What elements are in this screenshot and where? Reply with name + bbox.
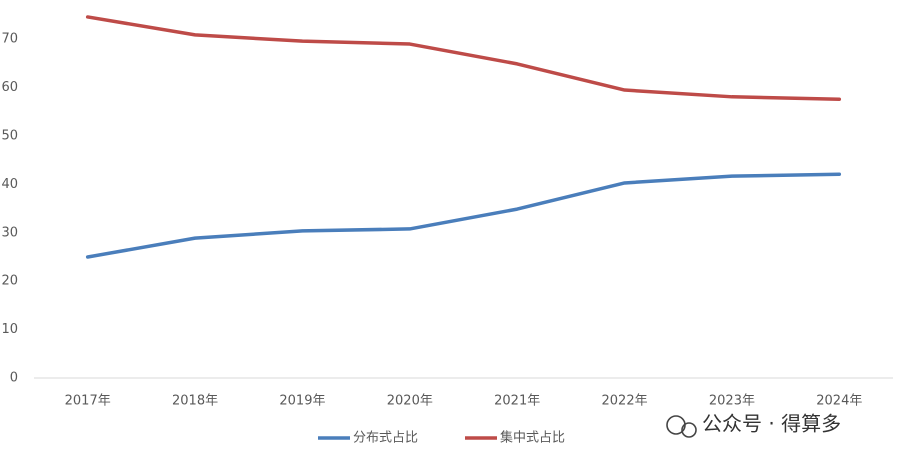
legend-label: 分布式占比: [353, 431, 418, 446]
x-tick-label: 2019年: [279, 394, 325, 409]
legend-label: 集中式占比: [500, 430, 565, 446]
y-tick-label: 40: [1, 177, 18, 192]
x-tick-label: 2022年: [602, 394, 648, 409]
y-tick-label: 10: [1, 322, 18, 337]
watermark-text: 公众号 · 得算多: [702, 412, 841, 436]
x-tick-label: 2024年: [816, 394, 862, 409]
y-tick-label: 0: [10, 371, 18, 386]
watermark: 公众号 · 得算多: [666, 412, 841, 438]
x-tick-label: 2020年: [387, 394, 433, 409]
line: [85, 172, 842, 259]
y-tick-label: 30: [1, 225, 18, 240]
y-tick-label: 50: [1, 129, 18, 144]
y-tick-label: 20: [1, 274, 18, 289]
watermark-icon: [681, 422, 697, 438]
x-tick-label: 2021年: [494, 394, 540, 409]
line: [85, 15, 842, 101]
y-tick-label: 70: [1, 32, 18, 47]
x-tick-label: 2023年: [709, 394, 755, 409]
y-tick-label: 60: [1, 80, 18, 95]
x-tick-label: 2017年: [65, 394, 111, 409]
x-tick-label: 2018年: [172, 394, 218, 409]
